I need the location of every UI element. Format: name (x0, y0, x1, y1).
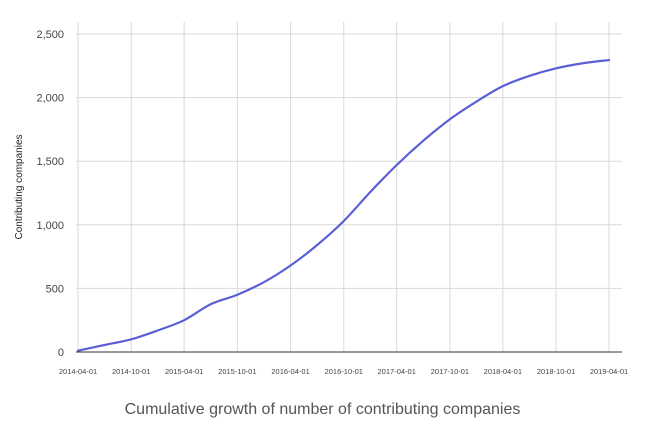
y-tick-label: 500 (46, 283, 64, 295)
x-tick-label: 2017-04-01 (378, 367, 416, 376)
series-layer (76, 58, 611, 352)
y-tick-label: 0 (58, 347, 64, 359)
y-axis-ticks: 0 500 1,000 1,500 2,000 2,500 (36, 29, 64, 359)
x-tick-label: 2018-04-01 (484, 367, 522, 376)
x-tick-label: 2018-10-01 (537, 367, 575, 376)
x-tick-label: 2016-10-01 (325, 367, 363, 376)
chart-title: Cumulative growth of number of contribut… (124, 401, 521, 418)
y-tick-label: 1,500 (36, 156, 64, 168)
x-tick-label: 2016-04-01 (271, 367, 309, 376)
x-tick-label: 2015-10-01 (218, 367, 256, 376)
x-tick-label: 2015-04-01 (165, 367, 203, 376)
grid (76, 22, 622, 352)
x-tick-label: 2019-04-01 (590, 367, 628, 376)
y-tick-label: 2,500 (36, 29, 64, 41)
series-line-0 (76, 58, 611, 352)
y-tick-label: 2,000 (36, 93, 64, 105)
x-tick-label: 2014-10-01 (112, 367, 150, 376)
x-tick-label: 2017-10-01 (431, 367, 469, 376)
y-axis-label: Contributing companies (14, 134, 25, 239)
y-tick-label: 1,000 (36, 220, 64, 232)
x-tick-label: 2014-04-01 (59, 367, 97, 376)
x-axis-ticks: 2014-04-01 2014-10-01 2015-04-01 2015-10-01… (59, 367, 628, 376)
